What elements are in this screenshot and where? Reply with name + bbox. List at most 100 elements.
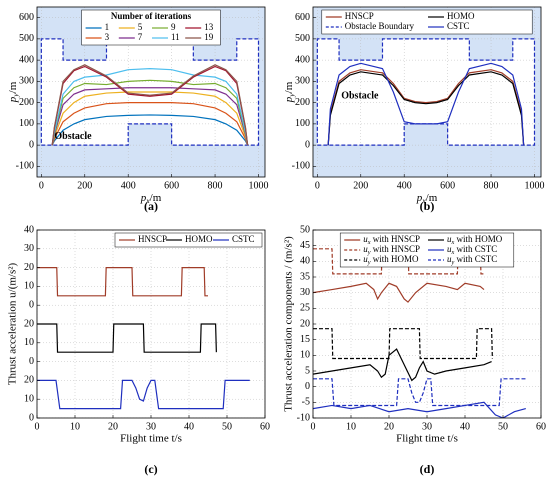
plot-area [313,7,541,177]
x-tick-label: 50 [222,421,232,432]
x-tick-label: 60 [536,421,546,432]
legend-box [321,9,533,35]
x-tick-label: 600 [164,180,179,191]
y-tick-label: 10 [24,393,34,404]
y-tick-label: 40 [24,224,34,235]
x-tick-label: 1000 [524,180,544,191]
legend-label: 13 [204,22,214,32]
series-line [313,348,492,382]
series-line [313,378,526,407]
y-tick-label: 20 [24,318,34,329]
x-tick-label: 30 [422,421,432,432]
series-line [51,79,249,146]
series-line [327,62,525,146]
x-tick-label: 1000 [248,180,268,191]
y-tick-label: 0 [305,381,310,392]
obstacle-boundary [40,38,260,146]
x-axis-label: px/m [416,192,438,205]
plot-area [37,230,265,418]
x-tick-label: 800 [208,180,223,191]
x-tick-label: 0 [311,421,316,432]
x-tick-label: 800 [484,180,499,191]
y-tick-label: 600 [295,12,310,23]
y-axis-label: Thrust acceleration u/(m/s²) [7,262,19,385]
y-tick-label: 45 [300,240,310,251]
y-tick-label: -100 [16,161,34,172]
legend-label: ux with HNSCP [363,234,420,246]
series-line [313,401,526,418]
series-line [37,323,217,353]
x-tick-label: 50 [498,421,508,432]
y-tick-label: 5 [305,365,310,376]
legend-label: uy with HOMO [363,254,419,266]
legend-label: 3 [105,32,110,42]
x-tick-label: 30 [146,421,156,432]
x-tick-label: 0 [39,180,44,191]
legend-label: uy with CSTC [447,254,497,266]
series-line [327,69,525,146]
legend-label: ux with CSTC [447,244,497,256]
y-tick-label: 0 [29,139,34,150]
legend-label: ux with HOMO [447,234,503,246]
y-tick-label: 20 [300,318,310,329]
series-line [37,267,208,297]
y-tick-label: 500 [19,33,34,44]
x-tick-label: 20 [384,421,394,432]
y-axis-label: py/m [7,81,20,103]
series-line [327,71,525,146]
y-tick-label: 400 [295,54,310,65]
legend-box [339,232,515,268]
x-tick-label: 0 [315,180,320,191]
x-tick-label: 60 [260,421,270,432]
series-line [51,102,249,146]
legend-title: Number of iterations [111,11,192,21]
series-line [51,91,249,146]
legend-label: CSTC [232,234,255,244]
series-line [51,114,249,146]
y-tick-label: 10 [300,350,310,361]
y-tick-label: 200 [19,97,34,108]
y-tick-label: 600 [19,12,34,23]
x-axis-label: Flight time t/s [120,433,182,445]
y-tick-label: 500 [295,33,310,44]
y-axis-label: py/m [283,81,296,103]
y-tick-label: 30 [24,243,34,254]
x-tick-label: 0 [35,421,40,432]
legend-label: uy with HNSCP [363,244,420,256]
x-axis-label: px/m [140,192,162,205]
x-tick-label: 200 [77,180,92,191]
y-tick-label: 100 [19,118,34,129]
legend-box [114,232,263,248]
y-tick-label: 400 [19,54,34,65]
y-tick-label: 15 [300,334,310,345]
x-tick-label: 10 [346,421,356,432]
annotation: Obstacle [341,91,379,102]
panel-caption: (b) [420,199,435,213]
y-tick-label: 35 [300,271,310,282]
y-tick-label: 200 [295,97,310,108]
x-tick-label: 600 [440,180,455,191]
series-line [51,65,249,146]
series-line [316,38,536,146]
y-tick-label: -5 [302,397,310,408]
y-tick-label: 0 [29,356,34,367]
legend-label: HNSCP [138,234,167,244]
series-line [37,379,250,410]
axes-frame [36,229,266,419]
x-tick-label: 400 [397,180,412,191]
y-tick-label: 30 [300,287,310,298]
y-tick-label: -10 [297,412,310,423]
legend-label: 9 [171,22,176,32]
series-line [313,328,493,360]
x-tick-label: 400 [121,180,136,191]
x-tick-label: 40 [460,421,470,432]
y-tick-label: 300 [295,76,310,87]
y-axis-label: Thrust acceleration components / (m/s²) [283,236,295,412]
y-tick-label: 10 [24,337,34,348]
series-line [313,282,485,303]
panel-caption: (c) [144,462,157,476]
legend-label: 11 [171,32,180,42]
legend-label: 19 [204,32,214,42]
series-line [51,64,249,146]
